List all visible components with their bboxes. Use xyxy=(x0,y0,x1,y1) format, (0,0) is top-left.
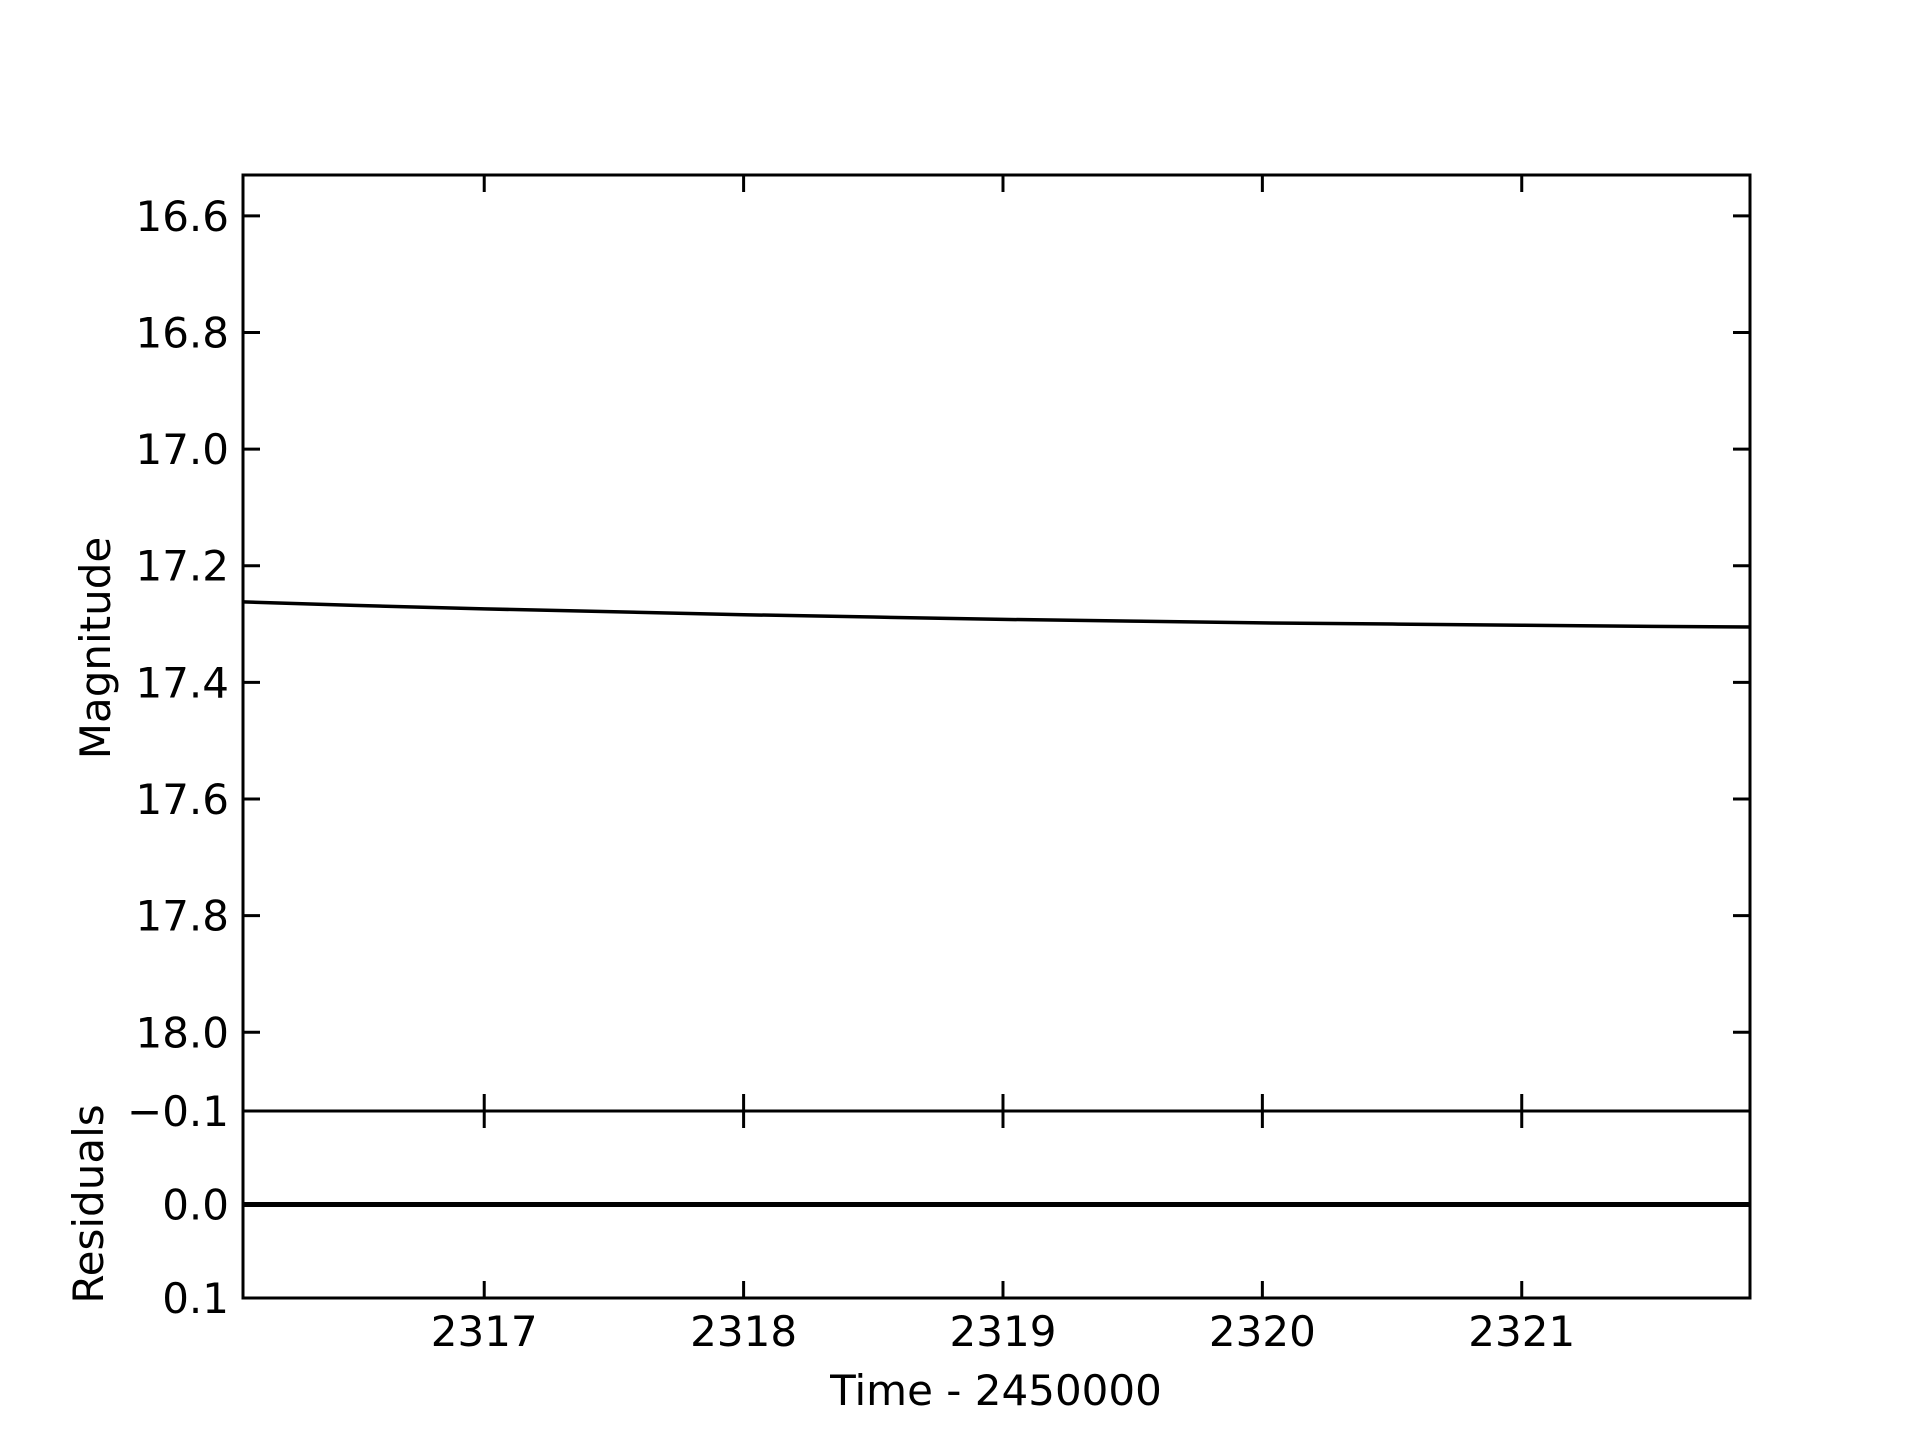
magnitude-ytick-label-7: 18.0 xyxy=(135,1008,229,1057)
time-axis-label: Time - 2450000 xyxy=(829,1366,1162,1415)
magnitude-ytick-label-6: 17.8 xyxy=(135,892,229,941)
residuals-axis-label: Residuals xyxy=(64,1104,113,1303)
residuals-xtick-label-4: 2321 xyxy=(1468,1307,1575,1356)
magnitude-axis-label: Magnitude xyxy=(71,537,120,760)
residuals-y-ticks: −0.1 0.0 0.1 xyxy=(127,1087,1750,1323)
magnitude-ytick-label-2: 17.0 xyxy=(135,425,229,474)
residuals-panel: −0.1 0.0 0.1 2317 2318 2319 2320 2321 Residual… xyxy=(64,1087,1752,1415)
magnitude-ytick-label-5: 17.6 xyxy=(135,775,229,824)
residuals-xtick-label-2: 2319 xyxy=(950,1307,1057,1356)
residuals-ytick-label-2: 0.1 xyxy=(162,1274,229,1323)
magnitude-ytick-label-0: 16.6 xyxy=(135,192,229,241)
residuals-xtick-label-3: 2320 xyxy=(1209,1307,1316,1356)
residuals-ytick-label-1: 0.0 xyxy=(162,1181,229,1230)
residuals-xtick-label-0: 2317 xyxy=(431,1307,538,1356)
magnitude-ytick-label-4: 17.4 xyxy=(135,658,229,707)
magnitude-x-ticks xyxy=(482,175,1524,1111)
residuals-xtick-label-1: 2318 xyxy=(690,1307,797,1356)
magnitude-ytick-label-3: 17.2 xyxy=(135,542,229,591)
magnitude-ytick-label-1: 16.8 xyxy=(135,308,229,357)
magnitude-y-ticks: 16.6 16.8 17.0 17.2 17.4 17.6 17.8 18.0 xyxy=(135,192,1750,1057)
residuals-ytick-label-0: −0.1 xyxy=(127,1087,229,1136)
magnitude-panel: 16.6 16.8 17.0 17.2 17.4 17.6 17.8 18.0 Magnitu… xyxy=(71,173,1752,1113)
magnitude-series-layer xyxy=(242,600,1751,629)
residuals-x-ticks: 2317 2318 2319 2320 2321 xyxy=(431,1111,1575,1356)
residuals-axes-frame xyxy=(241,1109,1752,1300)
magnitude-series-line-0 xyxy=(242,600,1751,629)
